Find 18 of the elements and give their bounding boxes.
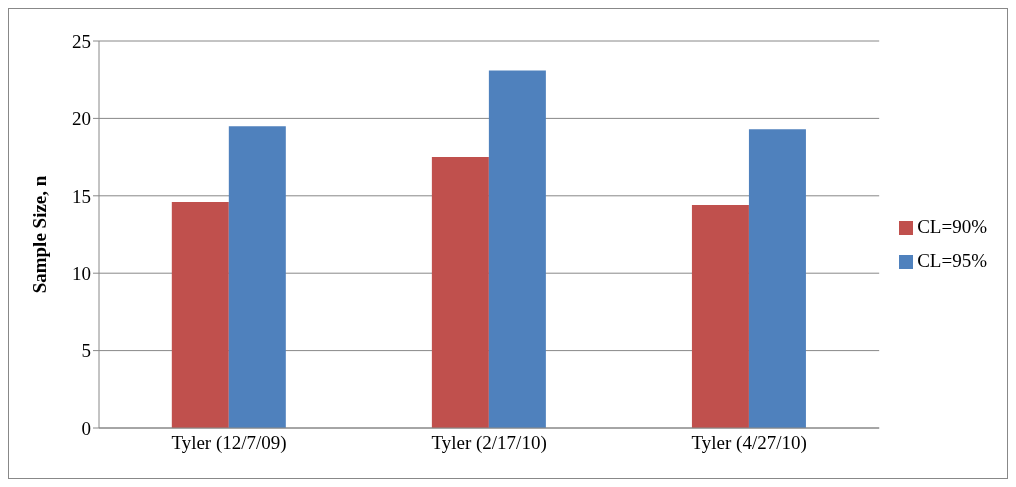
bar [691,205,749,428]
bar [228,126,286,428]
bar [748,129,806,428]
y-tick-label: 25 [72,30,91,52]
x-tick-label: Tyler (4/27/10) [691,432,807,455]
legend-label: CL=95% [917,249,987,271]
y-tick-label: 0 [81,417,91,439]
y-tick-label: 5 [81,340,91,362]
y-axis-title: Sample Size, n [28,175,50,294]
y-tick-label: 20 [72,108,91,130]
y-tick-label: 15 [72,185,91,207]
x-tick-label: Tyler (12/7/09) [171,432,287,455]
bar [488,70,546,428]
bar [171,201,229,428]
legend-label: CL=90% [917,215,987,237]
x-tick-label: Tyler (2/17/10) [431,432,547,455]
bar [431,157,489,428]
y-tick-label: 10 [72,262,91,284]
